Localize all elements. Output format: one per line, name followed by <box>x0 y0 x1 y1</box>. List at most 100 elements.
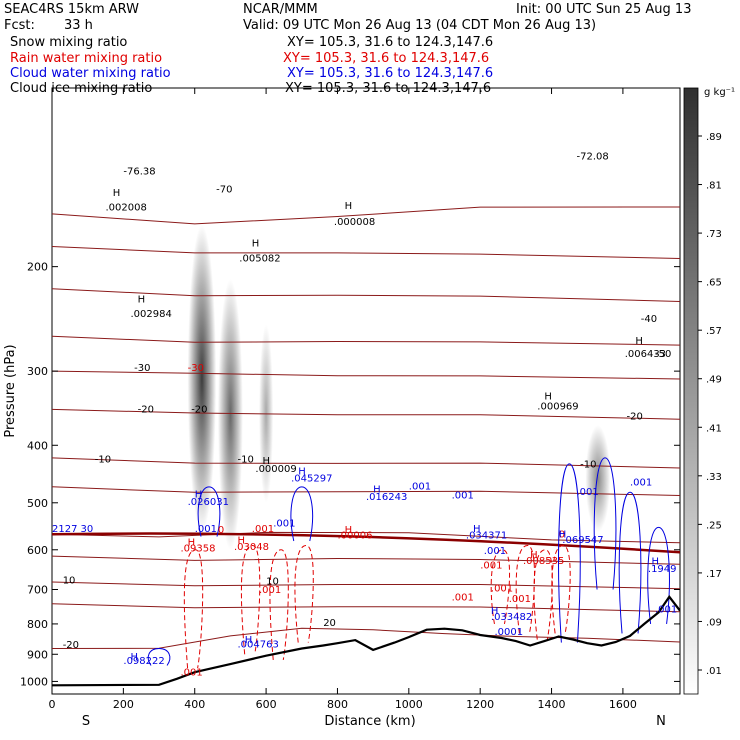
annotation-10: .002984 <box>131 309 172 320</box>
annotation-31: H <box>373 484 381 495</box>
x-tick-label-7: 1400 <box>538 698 566 711</box>
annotation-26: .000009 <box>255 464 296 475</box>
annotation-54: .03048 <box>234 542 269 553</box>
annotation-23: -10 <box>238 455 254 466</box>
annotation-27: H <box>298 467 306 478</box>
isotherm-8 <box>52 531 680 544</box>
x-tick-label-1: 200 <box>113 698 134 711</box>
annotation-6: .000008 <box>334 217 375 228</box>
x-tick-label-4: 800 <box>327 698 348 711</box>
x-tick-label-0: 0 <box>49 698 56 711</box>
rain-contour-7 <box>551 544 571 634</box>
cloud-contour-5 <box>647 526 670 624</box>
cloud-contour-3 <box>593 457 617 590</box>
annotation-76: .001 <box>181 668 203 679</box>
annotation-34: .001 <box>452 491 474 502</box>
cloud-contour-6 <box>147 647 171 666</box>
colorbar-unit: g kg⁻¹ <box>704 87 735 98</box>
annotation-8: .005082 <box>239 253 280 264</box>
rain-contour-2 <box>269 549 289 661</box>
annotation-50: .001 <box>484 546 506 557</box>
legend-snow-xy: XY= 105.3, 31.6 to 124.3,147.6 <box>287 35 493 50</box>
annotation-3: H <box>113 188 121 199</box>
annotation-49: H <box>559 530 567 541</box>
annotation-12: H <box>635 336 643 347</box>
annotation-13: .006433 <box>625 349 666 360</box>
ice-shading-3 <box>585 425 611 532</box>
y-tick-label-1: 300 <box>27 365 48 378</box>
ice-shading-0 <box>187 224 217 532</box>
rain-contour-5 <box>515 544 536 634</box>
annotation-66: .001 <box>655 604 677 615</box>
annotation-28: .045297 <box>291 473 332 484</box>
rain-contour-3 <box>294 544 314 643</box>
annotation-24: -10 <box>580 460 596 471</box>
annotation-56: .008535 <box>523 556 564 567</box>
annotation-62: .001 <box>259 585 281 596</box>
annotation-67: .033482 <box>491 612 532 623</box>
annotation-5: H <box>345 201 353 212</box>
annotation-61: .1949 <box>648 564 677 575</box>
annotation-7: H <box>252 239 260 250</box>
annotation-55: H <box>530 550 538 561</box>
legend-rain-label: Rain water mixing ratio <box>10 51 162 66</box>
legend-snow-label: Snow mixing ratio <box>10 35 127 50</box>
y-tick-label-4: 600 <box>27 544 48 557</box>
annotation-35: .001 <box>577 487 599 498</box>
cloud-contour-0 <box>197 486 221 537</box>
annotation-63: .001 <box>452 592 474 603</box>
org-label: NCAR/MMM <box>243 2 318 17</box>
annotation-14: -50 <box>655 349 671 360</box>
annotation-64: .001 <box>491 583 513 594</box>
annotation-44: .00006 <box>338 530 373 541</box>
y-axis-label: Pressure (hPa) <box>3 344 18 437</box>
annotation-4: .002008 <box>106 203 147 214</box>
annotation-59: 10 <box>266 576 279 587</box>
rain-contour-6 <box>533 549 553 640</box>
annotation-36: .001 <box>630 478 652 489</box>
annotation-47: 0 <box>559 530 565 541</box>
annotation-21: .000969 <box>537 401 578 412</box>
annotation-68: H <box>491 606 499 617</box>
colorbar-tick-label-8: .25 <box>706 520 722 531</box>
colorbar-tick-label-0: .89 <box>706 132 722 143</box>
annotation-70: .0001 <box>495 627 524 638</box>
annotation-1: -72.08 <box>577 152 609 163</box>
annotation-51: H <box>188 537 196 548</box>
rain-contour-4 <box>490 549 510 625</box>
x-tick-label-5: 1000 <box>395 698 423 711</box>
isotherm-10 <box>52 581 680 590</box>
y-tick-label-2: 400 <box>27 439 48 452</box>
isotherm-7 <box>52 486 680 496</box>
colorbar-tick-label-5: .49 <box>706 375 722 386</box>
colorbar-tick-label-7: .33 <box>706 472 722 483</box>
y-tick-label-7: 900 <box>27 648 48 661</box>
endpoint-south: S <box>82 714 90 729</box>
colorbar-tick-label-4: .57 <box>706 326 722 337</box>
isotherm-3 <box>52 335 680 346</box>
annotation-74: H <box>131 652 139 663</box>
annotation-29: H <box>195 490 203 501</box>
init-time: Init: 00 UTC Sun 25 Aug 13 <box>516 2 691 17</box>
cloud-contour-2 <box>558 463 581 643</box>
colorbar-ramp <box>683 87 699 695</box>
isotherm-4 <box>52 370 680 380</box>
annotation-40: 0 <box>218 525 224 536</box>
y-tick-label-8: 1000 <box>20 675 48 688</box>
freezing-level-line <box>52 532 680 554</box>
endpoint-north: N <box>656 714 666 729</box>
annotation-52: .09358 <box>181 544 216 555</box>
colorbar: g kg⁻¹ .89 .81 .73 .65 .57 .49 .41 .33 .25 .17 .09… <box>683 87 735 695</box>
annotation-38: 30 <box>81 524 94 535</box>
annotation-0: -76.38 <box>123 167 155 178</box>
annotation-32: .016243 <box>366 492 407 503</box>
annotation-69: 20 <box>323 618 336 629</box>
model-title: SEAC4RS 15km ARW <box>4 2 139 17</box>
fcst-label: Fcst: <box>4 18 35 33</box>
isotherm-9 <box>52 555 680 565</box>
isotherm-5 <box>52 408 680 420</box>
annotation-60: H <box>652 556 660 567</box>
annotation-30: .026031 <box>188 497 229 508</box>
isotherm-1 <box>52 246 680 259</box>
